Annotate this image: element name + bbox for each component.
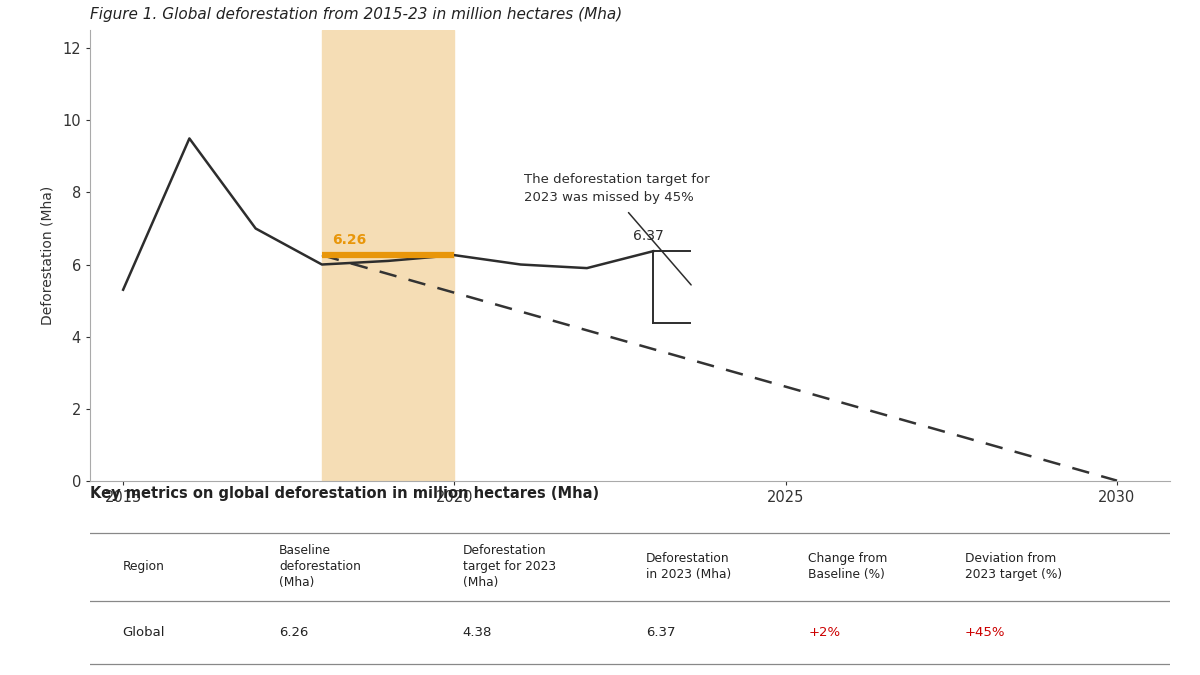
Text: Deviation from
2023 target (%): Deviation from 2023 target (%) <box>965 552 1062 581</box>
Text: Figure 1. Global deforestation from 2015-23 in million hectares (Mha): Figure 1. Global deforestation from 2015… <box>90 7 623 22</box>
Text: 6.26: 6.26 <box>332 234 366 247</box>
Text: Deforestation
target for 2023
(Mha): Deforestation target for 2023 (Mha) <box>463 545 556 589</box>
Text: Global: Global <box>122 626 164 639</box>
Text: 4.38: 4.38 <box>463 626 492 639</box>
Text: Key metrics on global deforestation in million hectares (Mha): Key metrics on global deforestation in m… <box>90 486 599 502</box>
Text: 6.26: 6.26 <box>278 626 308 639</box>
Text: Baseline
deforestation
(Mha): Baseline deforestation (Mha) <box>278 545 361 589</box>
Text: +2%: +2% <box>809 626 840 639</box>
Text: 6.37: 6.37 <box>634 230 664 243</box>
Bar <box>322 30 455 481</box>
Text: Region: Region <box>122 560 164 574</box>
Text: Deforestation
in 2023 (Mha): Deforestation in 2023 (Mha) <box>647 552 732 581</box>
Y-axis label: Deforestation (Mha): Deforestation (Mha) <box>40 186 54 325</box>
Text: +45%: +45% <box>965 626 1006 639</box>
Text: Change from
Baseline (%): Change from Baseline (%) <box>809 552 888 581</box>
Text: 6.37: 6.37 <box>647 626 676 639</box>
Text: The deforestation target for
2023 was missed by 45%: The deforestation target for 2023 was mi… <box>524 173 709 204</box>
